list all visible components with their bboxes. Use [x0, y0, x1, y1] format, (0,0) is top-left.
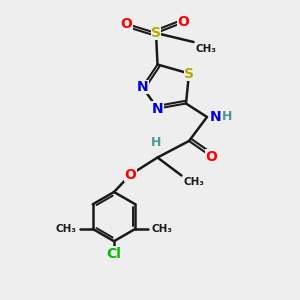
Text: N: N [137, 80, 148, 94]
Text: S: S [151, 26, 161, 40]
Text: O: O [206, 150, 218, 164]
Text: CH₃: CH₃ [152, 224, 172, 234]
Text: CH₃: CH₃ [183, 177, 204, 187]
Text: CH₃: CH₃ [56, 224, 76, 234]
Text: O: O [124, 168, 136, 182]
Text: O: O [121, 17, 133, 31]
Text: S: S [184, 67, 194, 80]
Text: Cl: Cl [106, 247, 122, 261]
Text: O: O [177, 16, 189, 29]
Text: H: H [221, 110, 232, 123]
Text: CH₃: CH₃ [195, 44, 216, 53]
Text: N: N [152, 102, 163, 116]
Text: N: N [209, 110, 221, 124]
Text: H: H [151, 136, 161, 148]
